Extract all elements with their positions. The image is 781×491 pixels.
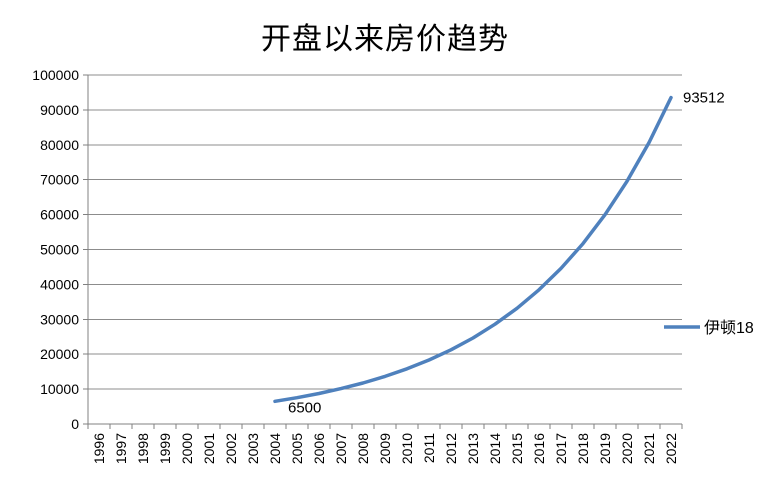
x-axis-tick-label: 2000: [179, 433, 195, 464]
y-axis-labels: 1000009000080000700006000050000400003000…: [32, 67, 79, 432]
axes: [83, 74, 683, 429]
legend: 伊顿18: [664, 319, 754, 337]
y-axis-tick-label: 50000: [40, 242, 79, 258]
x-axis-tick-label: 2022: [663, 433, 679, 464]
x-axis-tick-label: 2010: [399, 433, 415, 464]
chart-title: 开盘以来房价趋势: [261, 23, 509, 56]
x-axis-tick-label: 2008: [355, 433, 371, 464]
x-axis-tick-label: 2014: [487, 433, 503, 464]
x-axis-tick-label: 1997: [113, 433, 129, 464]
y-axis-tick-label: 40000: [40, 276, 79, 292]
y-gridlines: [88, 74, 682, 390]
x-axis-tick-label: 2002: [223, 433, 239, 464]
x-axis-tick-label: 1998: [135, 433, 151, 464]
y-axis-tick-label: 100000: [32, 67, 79, 83]
x-axis-tick-label: 2004: [267, 433, 283, 464]
data-label: 6500: [288, 399, 321, 416]
y-axis-tick-label: 80000: [40, 137, 79, 153]
x-axis-tick-label: 1999: [157, 433, 173, 464]
x-axis-tick-label: 2005: [289, 433, 305, 464]
y-axis-tick-label: 30000: [40, 311, 79, 327]
y-axis-tick-label: 0: [71, 416, 79, 432]
x-axis-tick-label: 1996: [91, 433, 107, 464]
series-line: [273, 95, 673, 404]
legend-label: 伊顿18: [704, 319, 754, 337]
y-axis-tick-label: 10000: [40, 381, 79, 397]
x-axis-tick-label: 2009: [377, 433, 393, 464]
x-axis-tick-label: 2016: [531, 433, 547, 464]
x-axis-tick-label: 2017: [553, 433, 569, 464]
y-axis-tick-label: 20000: [40, 346, 79, 362]
x-axis-tick-label: 2018: [575, 433, 591, 464]
data-labels: 6500 93512: [288, 90, 725, 417]
x-axis-tick-label: 2013: [465, 433, 481, 464]
x-axis-tick-label: 2007: [333, 433, 349, 464]
x-axis-tick-label: 2001: [201, 433, 217, 464]
x-axis-tick-label: 2003: [245, 433, 261, 464]
x-axis-labels: 1996 1997 1998 1999 2000 2001 2002 2003 2004 2005…: [91, 433, 679, 464]
x-axis-tick-label: 2019: [597, 433, 613, 464]
data-label: 93512: [683, 90, 725, 107]
x-axis-tick-label: 2012: [443, 433, 459, 464]
x-axis-tick-label: 2015: [509, 433, 525, 464]
x-axis-tick-label: 2020: [619, 433, 635, 464]
x-axis-tick-label: 2006: [311, 433, 327, 464]
y-axis-tick-label: 70000: [40, 172, 79, 188]
y-axis-tick-label: 60000: [40, 207, 79, 223]
x-axis-tick-label: 2021: [641, 433, 657, 464]
y-axis-tick-label: 90000: [40, 102, 79, 118]
x-axis-tick-label: 2011: [421, 433, 437, 463]
